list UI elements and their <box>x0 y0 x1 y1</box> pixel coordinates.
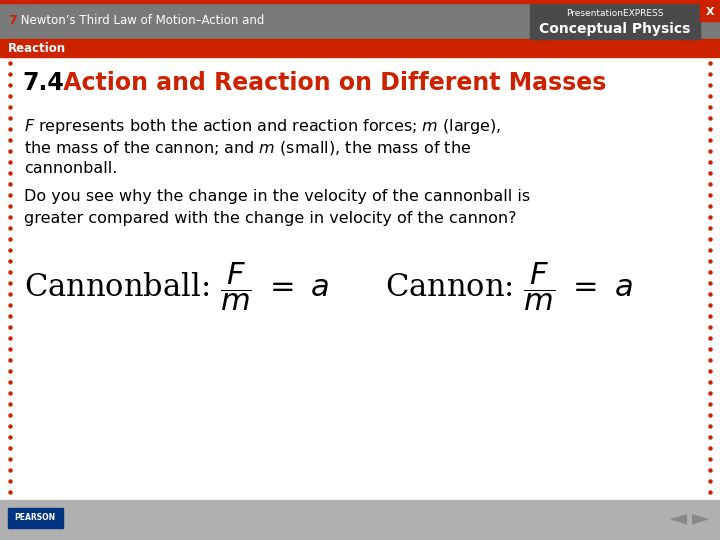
Text: Cannonball: $\dfrac{F}{m}$ $=$ $\mathit{a}$: Cannonball: $\dfrac{F}{m}$ $=$ $\mathit{… <box>24 261 329 313</box>
Text: PEARSON: PEARSON <box>14 514 55 523</box>
Text: cannonball.: cannonball. <box>24 161 117 176</box>
Bar <box>8 508 63 528</box>
Text: Cannon: $\dfrac{F}{\mathbf{\mathit{m}}}$ $=$ $a$: Cannon: $\dfrac{F}{\mathbf{\mathit{m}}}$… <box>385 261 633 313</box>
Text: Reaction: Reaction <box>8 42 66 55</box>
Bar <box>0 0 720 3</box>
Bar <box>0 500 720 540</box>
Text: Do you see why the change in the velocity of the cannonball is: Do you see why the change in the velocit… <box>24 189 530 204</box>
Bar <box>0 3 720 39</box>
Text: ►: ► <box>691 508 708 528</box>
Bar <box>700 3 720 21</box>
Bar <box>0 57 720 500</box>
Text: ◄: ◄ <box>670 508 687 528</box>
Text: 7: 7 <box>8 15 17 28</box>
Bar <box>0 39 720 57</box>
Text: Conceptual Physics: Conceptual Physics <box>539 22 690 36</box>
Text: 7.4: 7.4 <box>22 71 64 95</box>
Text: Action and Reaction on Different Masses: Action and Reaction on Different Masses <box>55 71 606 95</box>
Text: greater compared with the change in velocity of the cannon?: greater compared with the change in velo… <box>24 211 516 226</box>
Bar <box>530 3 700 39</box>
Text: X: X <box>706 7 714 17</box>
Text: Newton’s Third Law of Motion–Action and: Newton’s Third Law of Motion–Action and <box>17 15 264 28</box>
Text: the mass of the cannon; and $m$ (small), the mass of the: the mass of the cannon; and $m$ (small),… <box>24 139 471 157</box>
Text: $F$ represents both the action and reaction forces; $m$ (large),: $F$ represents both the action and react… <box>24 117 501 136</box>
Text: PresentationEXPRESS: PresentationEXPRESS <box>566 9 664 18</box>
